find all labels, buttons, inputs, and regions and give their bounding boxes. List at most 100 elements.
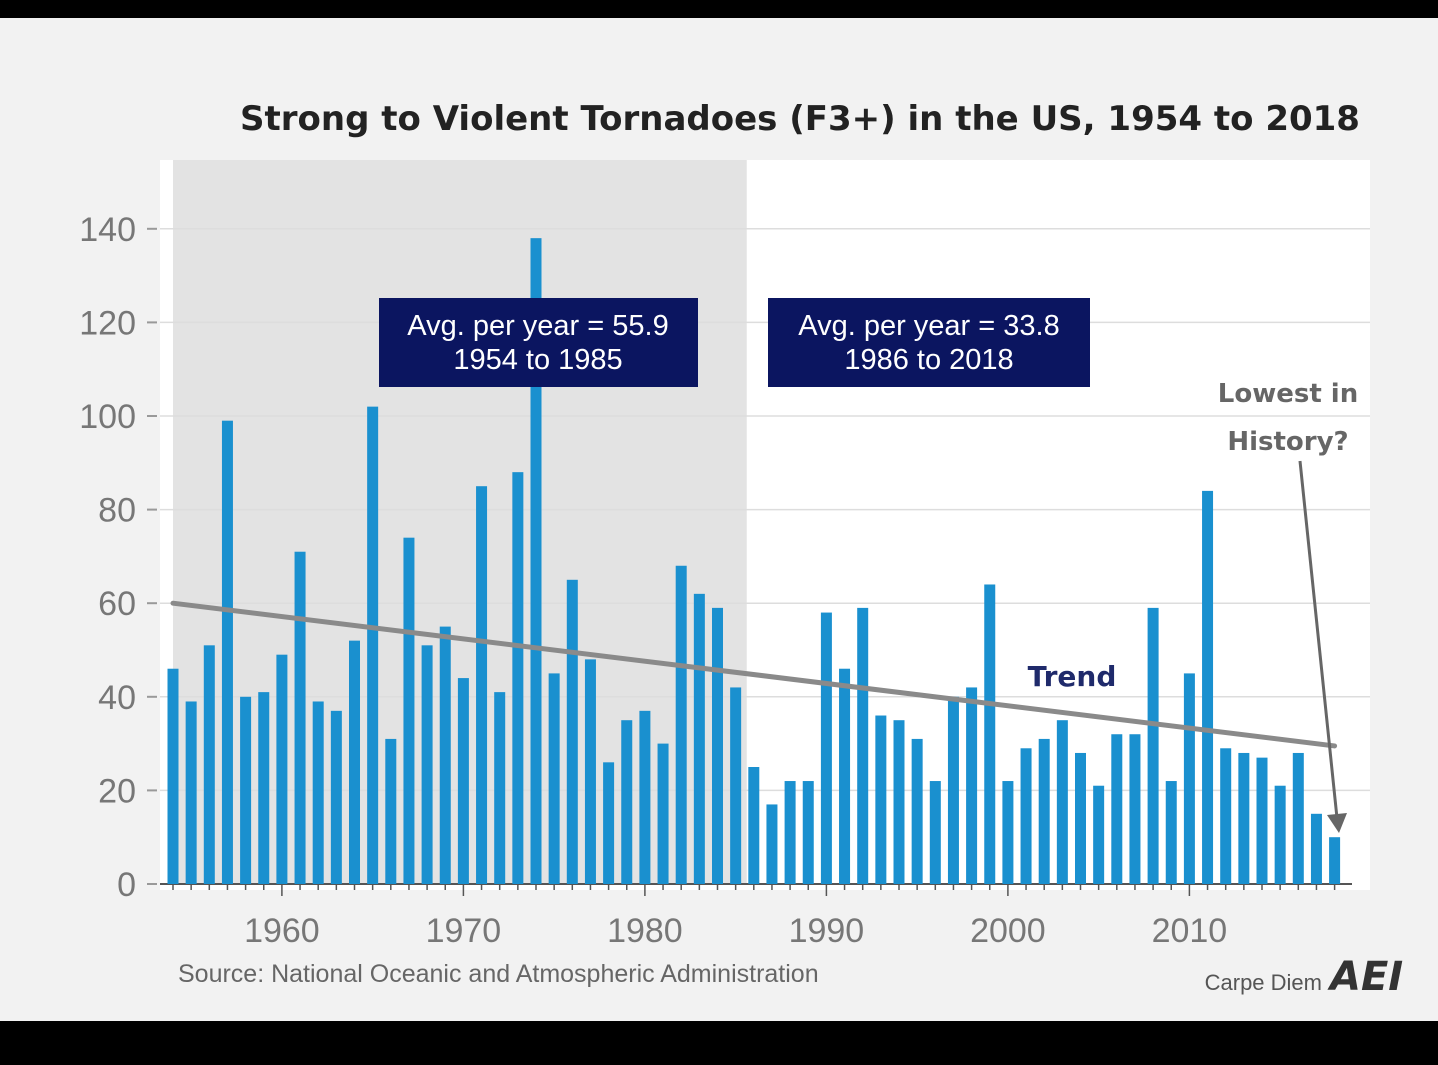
bar-1963 [330, 710, 342, 884]
bar-2007 [1129, 734, 1141, 884]
bar-2016 [1292, 752, 1304, 884]
bar-1971 [476, 486, 488, 884]
bar-1956 [203, 645, 215, 884]
bar-1969 [439, 626, 451, 884]
bar-2018 [1329, 837, 1341, 884]
bar-1998 [966, 687, 978, 884]
bar-1970 [457, 678, 469, 884]
bar-1985 [730, 687, 742, 884]
y-axis: 0 20 40 60 80 100 120 140 [79, 211, 157, 904]
bar-1990 [820, 612, 832, 884]
bar-1994 [893, 720, 905, 884]
bar-1997 [947, 696, 959, 884]
bar-1977 [584, 659, 596, 884]
x-tick-label: 1980 [607, 912, 683, 950]
bar-2015 [1274, 785, 1286, 884]
bar-1959 [258, 692, 270, 884]
annotation-line: 1986 to 2018 [844, 344, 1013, 376]
bar-2006 [1111, 734, 1123, 884]
bar-1957 [221, 420, 233, 884]
bar-1962 [312, 701, 324, 884]
bar-1966 [385, 738, 397, 884]
bar-1986 [748, 767, 760, 884]
x-tick-label: 2010 [1152, 912, 1228, 950]
trend-label: Trend [1028, 660, 1117, 693]
bar-1988 [784, 781, 796, 884]
bar-1965 [367, 406, 379, 884]
bar-2017 [1310, 813, 1322, 884]
bar-1973 [512, 472, 524, 884]
x-tick-label: 1960 [244, 912, 320, 950]
callout-line: History? [1227, 427, 1348, 457]
brand-text: Carpe Diem [1205, 970, 1322, 995]
bar-1982 [675, 565, 687, 884]
bar-2002 [1038, 738, 1050, 884]
y-tick-label: 80 [98, 492, 136, 530]
bar-2012 [1220, 748, 1232, 884]
bar-1958 [240, 696, 252, 884]
avg-box-1986-2018: Avg. per year = 33.8 1986 to 2018 [768, 298, 1090, 387]
y-tick-label: 140 [79, 211, 136, 249]
bar-1967 [403, 537, 415, 884]
bar-1980 [639, 710, 651, 884]
bar-1979 [621, 720, 633, 884]
annotation-box [379, 298, 698, 387]
bar-2004 [1075, 752, 1086, 884]
bar-1992 [857, 607, 869, 884]
gridlines [160, 228, 1370, 792]
bar-2014 [1256, 757, 1268, 884]
bar-2008 [1147, 607, 1159, 884]
callout-arrow [1298, 460, 1339, 819]
bar-1999 [984, 584, 996, 884]
aei-logo: AEI [1327, 954, 1403, 1000]
y-tick-label: 0 [117, 866, 136, 904]
bar-1961 [294, 551, 306, 884]
lowest-in-history-callout: Lowest in History? [1218, 379, 1358, 833]
y-tick-label: 60 [98, 585, 136, 623]
annotation-line: 1954 to 1985 [453, 344, 622, 376]
annotation-line: Avg. per year = 55.9 [407, 310, 668, 342]
bar-1989 [802, 781, 814, 884]
bar-1974 [530, 238, 542, 884]
callout-line: Lowest in [1218, 379, 1358, 409]
bar-1981 [657, 743, 669, 884]
bar-1987 [766, 804, 778, 884]
bar-1968 [421, 645, 433, 884]
bars [167, 238, 1341, 884]
bar-2013 [1238, 752, 1250, 884]
y-tick-label: 120 [79, 304, 136, 342]
bar-1983 [693, 593, 705, 884]
bar-1972 [494, 692, 506, 884]
chart-frame: Strong to Violent Tornadoes (F3+) in the… [0, 18, 1438, 1021]
y-tick-label: 100 [79, 398, 136, 436]
bar-1976 [566, 579, 578, 884]
bar-1991 [839, 668, 851, 884]
x-axis: 1960 1970 1980 1990 2000 2010 [160, 883, 1352, 950]
bar-1984 [712, 607, 723, 884]
bar-1954 [167, 668, 179, 884]
bar-2010 [1183, 673, 1195, 884]
bar-2003 [1056, 720, 1068, 884]
avg-box-1954-1985: Avg. per year = 55.9 1954 to 1985 [379, 298, 698, 387]
bar-1978 [603, 762, 615, 884]
y-tick-label: 40 [98, 679, 136, 717]
chart-title: Strong to Violent Tornadoes (F3+) in the… [240, 99, 1360, 139]
bar-2005 [1093, 785, 1105, 884]
x-tick-label: 1970 [426, 912, 502, 950]
bar-1996 [929, 781, 941, 884]
bar-1975 [548, 673, 560, 884]
bar-1995 [911, 738, 923, 884]
trend-line [170, 600, 1338, 749]
bar-1955 [185, 701, 197, 884]
bar-1993 [875, 715, 887, 884]
y-tick-label: 20 [98, 772, 136, 810]
source-note: Source: National Oceanic and Atmospheric… [178, 960, 819, 988]
arrowhead-icon [1327, 813, 1347, 833]
annotation-box [768, 298, 1090, 387]
bar-2000 [1002, 781, 1014, 884]
annotation-line: Avg. per year = 33.8 [798, 310, 1059, 342]
x-tick-label: 2000 [970, 912, 1046, 950]
bar-1960 [276, 654, 288, 884]
bar-2011 [1202, 490, 1214, 884]
bar-2009 [1165, 781, 1177, 884]
